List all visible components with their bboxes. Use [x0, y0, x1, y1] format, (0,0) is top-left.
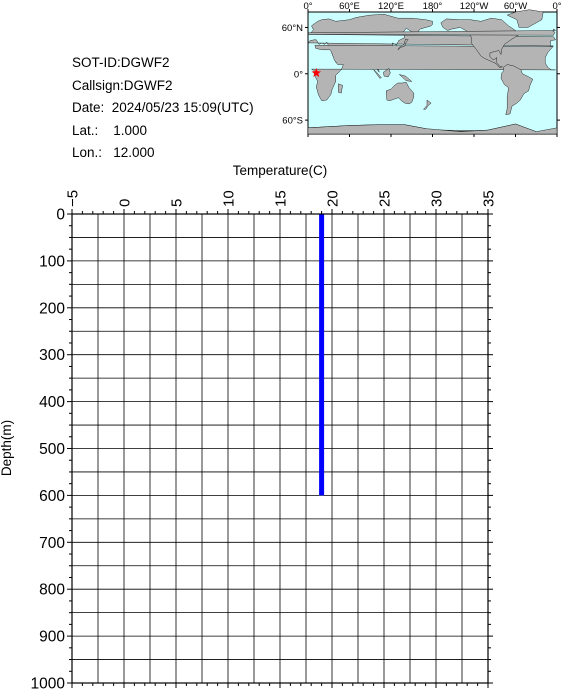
map-landmass-borneo [383, 68, 391, 78]
map-landmass-new-guinea [399, 74, 413, 82]
x-tick-label: 35 [481, 190, 498, 207]
map-landmass-japan [397, 38, 409, 50]
y-tick-label: 1000 [31, 676, 66, 690]
map-longitude-label: 120°E [378, 1, 404, 12]
map-longitude-label: 60°E [339, 1, 360, 12]
map-longitude-label: 180° [423, 1, 443, 12]
x-tick-label: 20 [325, 190, 342, 207]
map-longitude-label: 60°W [504, 1, 527, 12]
y-tick-label: 900 [39, 629, 65, 646]
y-tick-label: 700 [39, 535, 65, 552]
x-tick-label: −5 [65, 190, 82, 207]
x-axis-label: Temperature(C) [233, 163, 328, 178]
y-tick-label: 100 [39, 253, 65, 270]
map-landmass-australia [385, 82, 414, 105]
map-latitude-label: 0° [294, 69, 303, 80]
y-tick-label: 500 [39, 441, 65, 458]
x-tick-label: 5 [169, 199, 186, 207]
plot-grid [71, 213, 489, 684]
date-text: Date: 2024/05/23 15:09(UTC) [72, 100, 254, 115]
x-tick-label: 15 [273, 190, 290, 207]
y-axis-label: Depth(m) [0, 420, 14, 476]
y-tick-label: 600 [39, 488, 65, 505]
map-landmass-north-america [440, 17, 519, 68]
callsign-text: Callsign:DGWF2 [72, 77, 173, 93]
y-tick-label: 400 [39, 394, 65, 411]
map-latitude-label: 60°S [282, 116, 303, 127]
x-tick-label: 10 [221, 190, 238, 207]
latitude-text: Lat.: 1.000 [72, 122, 148, 138]
map-frame-ticks [305, 9, 560, 137]
map-landmass-new-zealand [423, 99, 432, 110]
y-tick-label: 300 [39, 347, 65, 364]
y-tick-label: 0 [56, 207, 65, 224]
map-latitude-label: 60°N [282, 23, 303, 34]
longitude-text: Lon.: 12.000 [72, 145, 155, 160]
plot-ticks [67, 209, 493, 688]
station-star-icon [311, 68, 322, 78]
x-tick-label: 0 [117, 199, 134, 207]
y-tick-labels: 0 100 200 300 400 500 600 700 800 900 1000 [31, 207, 66, 690]
location-map: 0° 60°E 120°E 180° 120°W 60°W 0° 60°N0°60°S [282, 1, 562, 137]
map-land [307, 9, 558, 135]
map-landmass-uk [307, 28, 557, 36]
y-tick-label: 200 [39, 300, 65, 317]
x-tick-label: 30 [429, 190, 446, 207]
map-latitude-labels: 60°N 0° 60°S [282, 23, 303, 127]
y-tick-label: 800 [39, 582, 65, 599]
x-tick-label: 25 [377, 190, 394, 207]
sot-id-text: SOT-ID:DGWF2 [72, 55, 170, 70]
station-marker [311, 68, 322, 78]
x-tick-labels: −5 0 5 10 15 20 25 30 35 [65, 190, 498, 207]
station-info: SOT-ID:DGWF2 Callsign:DGWF2 Date: 2024/0… [72, 52, 254, 165]
map-landmass-greenland [506, 9, 544, 28]
map-longitude-label: 120°W [460, 1, 489, 12]
map-landmass-south-america [500, 64, 534, 115]
map-landmass-arabia-madagascar [338, 83, 343, 94]
map-longitude-label: 0° [303, 1, 312, 12]
map-landmass-sumatra [373, 69, 382, 79]
map-longitude-labels: 0° 60°E 120°E 180° 120°W 60°W 0° [303, 1, 561, 12]
map-longitude-label: 0° [552, 1, 561, 12]
